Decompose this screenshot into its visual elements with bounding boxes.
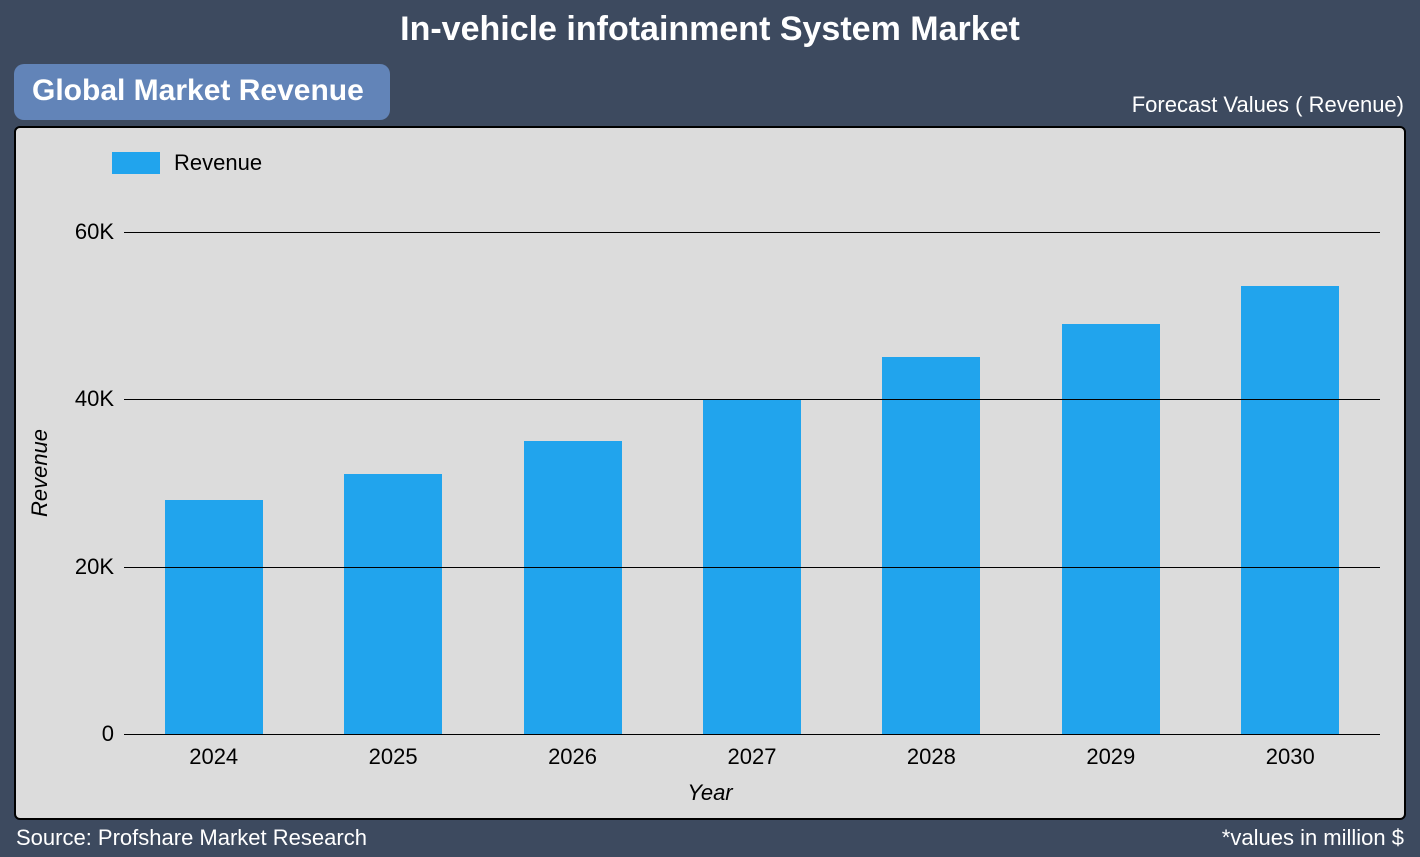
bar <box>1241 286 1339 734</box>
x-tick-label: 2025 <box>369 744 418 770</box>
bar-slot: 2024 <box>124 198 303 734</box>
bar-slot: 2027 <box>662 198 841 734</box>
legend: Revenue <box>112 150 262 176</box>
bar-slot: 2026 <box>483 198 662 734</box>
y-tick-label: 40K <box>34 386 114 412</box>
x-tick-label: 2027 <box>727 744 776 770</box>
gridline <box>124 734 1380 735</box>
y-tick-label: 0 <box>34 721 114 747</box>
legend-swatch <box>112 152 160 174</box>
bar <box>882 357 980 734</box>
x-axis-title: Year <box>687 780 732 806</box>
legend-label: Revenue <box>174 150 262 176</box>
gridline <box>124 399 1380 400</box>
bar <box>524 441 622 734</box>
bar-slot: 2030 <box>1201 198 1380 734</box>
forecast-values-label: Forecast Values ( Revenue) <box>1132 92 1404 118</box>
x-tick-label: 2030 <box>1266 744 1315 770</box>
footer-source: Source: Profshare Market Research <box>16 825 367 851</box>
x-tick-label: 2028 <box>907 744 956 770</box>
x-tick-label: 2029 <box>1086 744 1135 770</box>
y-axis-title: Revenue <box>27 429 53 517</box>
gridline <box>124 567 1380 568</box>
plot-area: 2024202520262027202820292030 020K40K60K <box>124 198 1380 734</box>
y-tick-label: 60K <box>34 219 114 245</box>
page-title: In-vehicle infotainment System Market <box>0 0 1420 49</box>
bar-slot: 2025 <box>303 198 482 734</box>
bar-slot: 2028 <box>842 198 1021 734</box>
footer-note: *values in million $ <box>1222 825 1404 851</box>
y-tick-label: 20K <box>34 554 114 580</box>
chart-container: Revenue Revenue 202420252026202720282029… <box>14 126 1406 820</box>
subtitle-badge: Global Market Revenue <box>14 64 390 120</box>
bar <box>165 500 263 735</box>
bars-group: 2024202520262027202820292030 <box>124 198 1380 734</box>
bar <box>344 474 442 734</box>
x-tick-label: 2026 <box>548 744 597 770</box>
gridline <box>124 232 1380 233</box>
bar-slot: 2029 <box>1021 198 1200 734</box>
x-tick-label: 2024 <box>189 744 238 770</box>
bar <box>1062 324 1160 734</box>
